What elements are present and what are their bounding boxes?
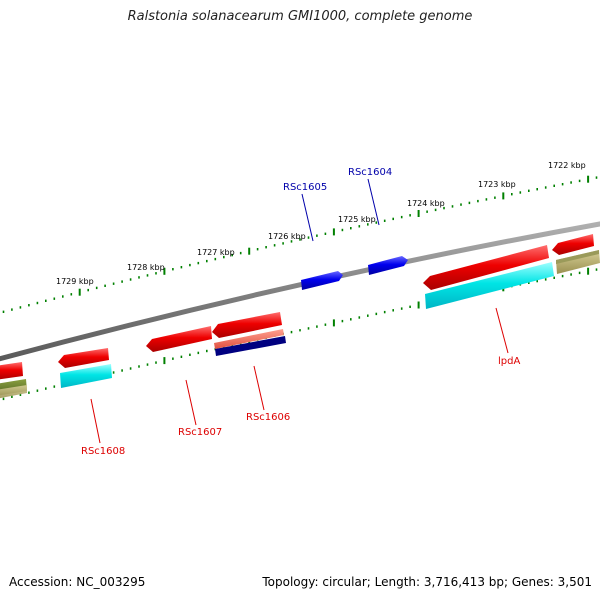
accession-text: Accession: NC_003295 bbox=[9, 575, 146, 589]
scale-label-1722: 1722 kbp bbox=[548, 161, 586, 170]
gene-rsc1606-feature[interactable] bbox=[212, 312, 282, 338]
leader-rsc1606 bbox=[253, 365, 265, 411]
gene-label-rsc1606[interactable]: RSc1606 bbox=[246, 412, 290, 423]
leader-rsc1604 bbox=[367, 178, 380, 226]
gene-label-rsc1604[interactable]: RSc1604 bbox=[348, 167, 392, 178]
leader-rsc1605 bbox=[301, 193, 314, 242]
forward-strand-genes bbox=[301, 256, 408, 290]
scale-label-1725: 1725 kbp bbox=[338, 215, 376, 224]
gene-rsc1604-feature[interactable] bbox=[368, 256, 408, 275]
gene-label-leaders bbox=[90, 178, 509, 444]
scale-label-1728: 1728 kbp bbox=[127, 263, 165, 272]
gene-rsc1605-feature[interactable] bbox=[301, 271, 343, 290]
gene-labels: RSc1604 RSc1605 RSc1606 RSc1607 RSc1608 … bbox=[81, 167, 520, 457]
olive-top-strip-right bbox=[556, 250, 599, 264]
gene-lpda-feature[interactable] bbox=[423, 245, 549, 290]
scale-label-1729: 1729 kbp bbox=[56, 277, 94, 286]
olive-light-feature-left bbox=[0, 385, 27, 399]
leader-rsc1608 bbox=[90, 398, 101, 444]
scale-label-1723: 1723 kbp bbox=[478, 180, 516, 189]
leader-lpda bbox=[495, 307, 509, 354]
gene-rsc1607-feature[interactable] bbox=[146, 326, 212, 352]
gene-label-rsc1608[interactable]: RSc1608 bbox=[81, 446, 125, 457]
genome-summary-text: Topology: circular; Length: 3,716,413 bp… bbox=[262, 575, 592, 589]
secondary-track-features bbox=[0, 250, 600, 399]
scale-label-1726: 1726 kbp bbox=[268, 232, 306, 241]
gene-partial-left-feature[interactable] bbox=[0, 362, 23, 380]
leader-rsc1607 bbox=[185, 379, 197, 426]
salmon-feature-rsc1606 bbox=[214, 329, 284, 349]
gene-rsc1608-feature[interactable] bbox=[58, 348, 109, 368]
genome-backbone bbox=[0, 221, 600, 362]
scale-label-1727: 1727 kbp bbox=[197, 248, 235, 257]
scale-labels: 1722 kbp 1723 kbp 1724 kbp 1725 kbp 1726… bbox=[56, 161, 586, 286]
cyan-feature-lpda bbox=[425, 262, 554, 309]
gene-label-rsc1605[interactable]: RSc1605 bbox=[283, 182, 327, 193]
cyan-feature-rsc1608 bbox=[60, 364, 112, 388]
scale-ticks-upper bbox=[2, 175, 598, 313]
navy-feature-rsc1606 bbox=[215, 336, 286, 356]
gene-label-rsc1607[interactable]: RSc1607 bbox=[178, 427, 222, 438]
scale-label-1724: 1724 kbp bbox=[407, 199, 445, 208]
reverse-strand-genes bbox=[0, 234, 594, 380]
map-title: Ralstonia solanacearum GMI1000, complete… bbox=[127, 9, 473, 24]
gene-label-lpda[interactable]: lpdA bbox=[498, 356, 520, 367]
gene-partial-right-feature[interactable] bbox=[552, 234, 594, 255]
